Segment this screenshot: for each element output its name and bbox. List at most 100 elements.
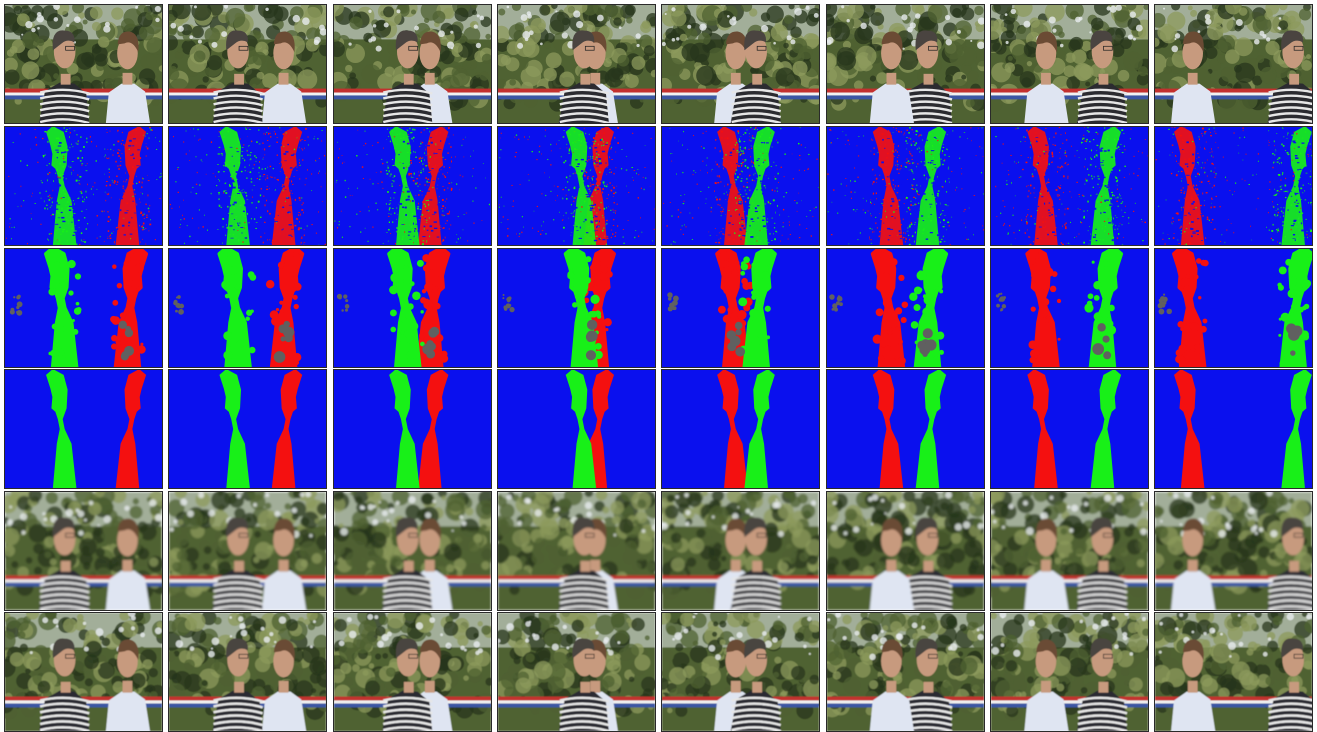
noise-speck xyxy=(625,156,628,157)
noise-speck xyxy=(1002,143,1004,145)
occluded-fragment xyxy=(273,351,286,363)
noise-speck xyxy=(41,182,43,184)
noise-speck xyxy=(756,129,758,131)
noise-speck xyxy=(812,216,814,217)
noise-speck xyxy=(356,213,358,215)
noise-speck xyxy=(301,139,303,140)
noise-speck xyxy=(1087,230,1089,232)
reconstruction-a-frame-2 xyxy=(168,491,327,611)
noise-speck xyxy=(1227,219,1229,221)
reconstruction-b-frame-5 xyxy=(661,612,820,732)
noise-speck xyxy=(315,159,317,161)
noise-speck xyxy=(709,234,711,236)
noise-speck xyxy=(749,136,751,137)
noise-speck xyxy=(301,197,303,199)
noise-speck xyxy=(556,143,557,145)
cell-image xyxy=(498,249,655,367)
noise-speck xyxy=(682,203,685,205)
noise-speck xyxy=(1129,173,1131,175)
noise-speck xyxy=(1297,146,1299,147)
noise-speck xyxy=(179,226,181,228)
noise-speck xyxy=(444,139,446,141)
noise-speck xyxy=(35,136,37,139)
noise-speck xyxy=(813,207,815,209)
occluded-fragment xyxy=(835,301,840,306)
occluded-fragment xyxy=(509,306,515,313)
noise-speck xyxy=(680,211,682,214)
noise-speck xyxy=(711,168,713,171)
cell-image xyxy=(1155,127,1312,245)
noise-speck xyxy=(313,138,315,140)
noise-speck xyxy=(234,189,236,191)
noise-speck xyxy=(981,147,983,149)
noise-speck xyxy=(1083,195,1085,197)
noise-speck xyxy=(467,240,469,242)
noise-speck xyxy=(894,189,895,190)
noise-speck xyxy=(893,211,895,213)
noise-speck xyxy=(898,154,900,156)
noise-speck xyxy=(1272,201,1273,203)
noise-speck xyxy=(1043,150,1045,153)
cell-image xyxy=(1155,370,1312,488)
noise-speck xyxy=(650,138,652,139)
noise-speck xyxy=(201,161,203,163)
noise-speck xyxy=(859,232,861,234)
noise-speck xyxy=(1134,202,1136,204)
noise-speck xyxy=(1048,163,1050,165)
noise-speck xyxy=(956,186,958,189)
noise-speck xyxy=(750,207,752,209)
noise-speck xyxy=(220,128,222,130)
noise-speck xyxy=(285,200,286,203)
noise-speck xyxy=(443,215,445,216)
noise-speck xyxy=(113,144,115,146)
noise-speck xyxy=(465,136,466,138)
noise-speck xyxy=(1195,207,1197,209)
noise-speck xyxy=(767,161,769,163)
noise-speck xyxy=(369,178,371,180)
noise-speck xyxy=(413,199,415,201)
noise-speck xyxy=(833,189,835,191)
occluded-fragment xyxy=(667,292,673,298)
background-layer xyxy=(991,370,1148,488)
noise-speck xyxy=(1297,187,1299,189)
noise-speck xyxy=(283,146,285,147)
noise-speck xyxy=(827,211,829,213)
noise-speck xyxy=(1081,222,1083,224)
noise-speck xyxy=(1277,211,1279,214)
noise-speck xyxy=(123,143,124,145)
noise-speck xyxy=(188,160,191,161)
noise-speck xyxy=(837,212,839,214)
noise-speck xyxy=(383,147,384,149)
noise-speck xyxy=(1012,214,1014,216)
occluded-fragment xyxy=(727,342,737,352)
noise-speck xyxy=(1279,231,1280,232)
noise-speck xyxy=(60,197,63,199)
noise-speck xyxy=(46,130,48,132)
cell-image xyxy=(991,613,1148,731)
noise-speck xyxy=(573,214,575,216)
noise-speck xyxy=(260,188,262,190)
noise-speck xyxy=(518,138,520,141)
noise-speck xyxy=(857,239,859,241)
noise-speck xyxy=(307,144,309,146)
noise-speck xyxy=(654,208,655,210)
occluded-fragment xyxy=(1097,323,1106,332)
noise-speck xyxy=(632,179,634,181)
occluded-fragment xyxy=(673,295,679,302)
noise-speck xyxy=(440,151,442,152)
noise-speck xyxy=(844,144,846,145)
noise-speck xyxy=(457,216,459,217)
flag-stripe-white xyxy=(991,579,1148,583)
noise-speck xyxy=(1038,156,1040,157)
noise-speck xyxy=(1184,232,1186,234)
noise-speck xyxy=(1018,176,1021,178)
segment-labels-frame-5 xyxy=(661,248,820,368)
noise-speck xyxy=(452,134,454,136)
noise-speck xyxy=(1065,139,1068,141)
noise-speck xyxy=(1141,218,1142,220)
noise-speck xyxy=(521,231,523,234)
noise-speck xyxy=(311,224,313,226)
noise-speck xyxy=(59,177,61,178)
cell-image xyxy=(1155,492,1312,610)
noise-speck xyxy=(40,180,43,182)
